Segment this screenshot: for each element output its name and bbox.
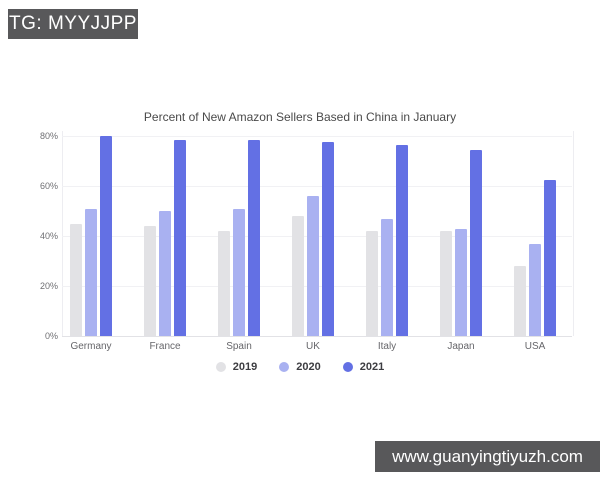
bar-japan-2020	[455, 228, 467, 336]
bar-italy-2019	[366, 231, 378, 336]
legend-item-2020: 2020	[279, 361, 321, 373]
bar-france-2021	[174, 139, 186, 336]
chart-title: Percent of New Amazon Sellers Based in C…	[143, 110, 457, 124]
bar-italy-2021	[396, 144, 408, 336]
legend-marker-2019	[215, 362, 226, 372]
legend-marker-2020	[279, 362, 290, 372]
y-axis-tick-label: 60%	[39, 181, 58, 191]
y-axis-tick-label: 40%	[39, 231, 58, 241]
gridline	[62, 136, 572, 137]
bar-usa-2019	[514, 266, 526, 336]
x-axis-label-japan: Japan	[447, 341, 475, 352]
bar-usa-2021	[544, 179, 556, 336]
x-axis-label-usa: USA	[524, 341, 546, 352]
x-axis-label-spain: Spain	[226, 341, 252, 352]
bar-uk-2020	[307, 196, 319, 336]
bar-germany-2021	[100, 136, 112, 336]
x-axis-label-france: France	[149, 341, 181, 352]
bar-france-2019	[144, 226, 156, 336]
bar-spain-2021	[248, 139, 260, 336]
legend-label-2019: 2019	[232, 361, 258, 373]
plot-area	[62, 131, 574, 336]
y-axis-tick-label: 80%	[39, 131, 58, 141]
bar-germany-2019	[70, 223, 82, 336]
y-axis-tick-label: 0%	[44, 331, 58, 341]
bar-japan-2021	[470, 149, 482, 336]
x-axis-line	[62, 336, 572, 337]
x-axis-label-germany: Germany	[70, 341, 112, 352]
bar-japan-2019	[440, 231, 452, 336]
bar-uk-2021	[322, 142, 334, 336]
x-axis-label-uk: UK	[306, 341, 320, 352]
bar-italy-2020	[381, 218, 393, 336]
bar-germany-2020	[85, 208, 97, 336]
y-axis-tick-label: 20%	[39, 281, 58, 291]
gridline	[62, 186, 572, 187]
bar-spain-2019	[218, 231, 230, 336]
bar-usa-2020	[529, 243, 541, 336]
legend-item-2021: 2021	[342, 361, 385, 373]
legend-marker-2021	[342, 362, 353, 372]
legend-label-2021: 2021	[359, 361, 385, 373]
bar-france-2020	[159, 211, 171, 336]
bar-uk-2019	[292, 216, 304, 336]
website-watermark-badge: www.guanyingtiyuzh.com	[375, 441, 600, 472]
legend: 2019 2020 2021	[0, 361, 600, 373]
telegram-watermark-badge: TG: MYYJJPP	[8, 9, 138, 39]
bar-spain-2020	[233, 208, 245, 336]
legend-item-2019: 2019	[215, 361, 258, 373]
x-axis-label-italy: Italy	[377, 341, 397, 352]
legend-label-2020: 2020	[296, 361, 321, 373]
